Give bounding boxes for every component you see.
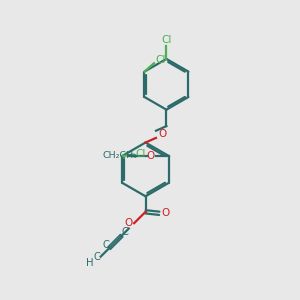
Text: Cl: Cl: [156, 55, 166, 65]
Text: C: C: [122, 227, 129, 237]
Text: C: C: [102, 240, 109, 250]
Text: CH₂CH₃: CH₂CH₃: [103, 152, 138, 160]
Text: Cl: Cl: [136, 149, 146, 160]
Text: O: O: [162, 208, 170, 218]
Text: Cl: Cl: [161, 35, 172, 45]
Text: C: C: [93, 252, 100, 262]
Text: O: O: [125, 218, 133, 228]
Text: O: O: [147, 151, 155, 161]
Text: O: O: [158, 129, 167, 139]
Text: H: H: [85, 258, 93, 268]
